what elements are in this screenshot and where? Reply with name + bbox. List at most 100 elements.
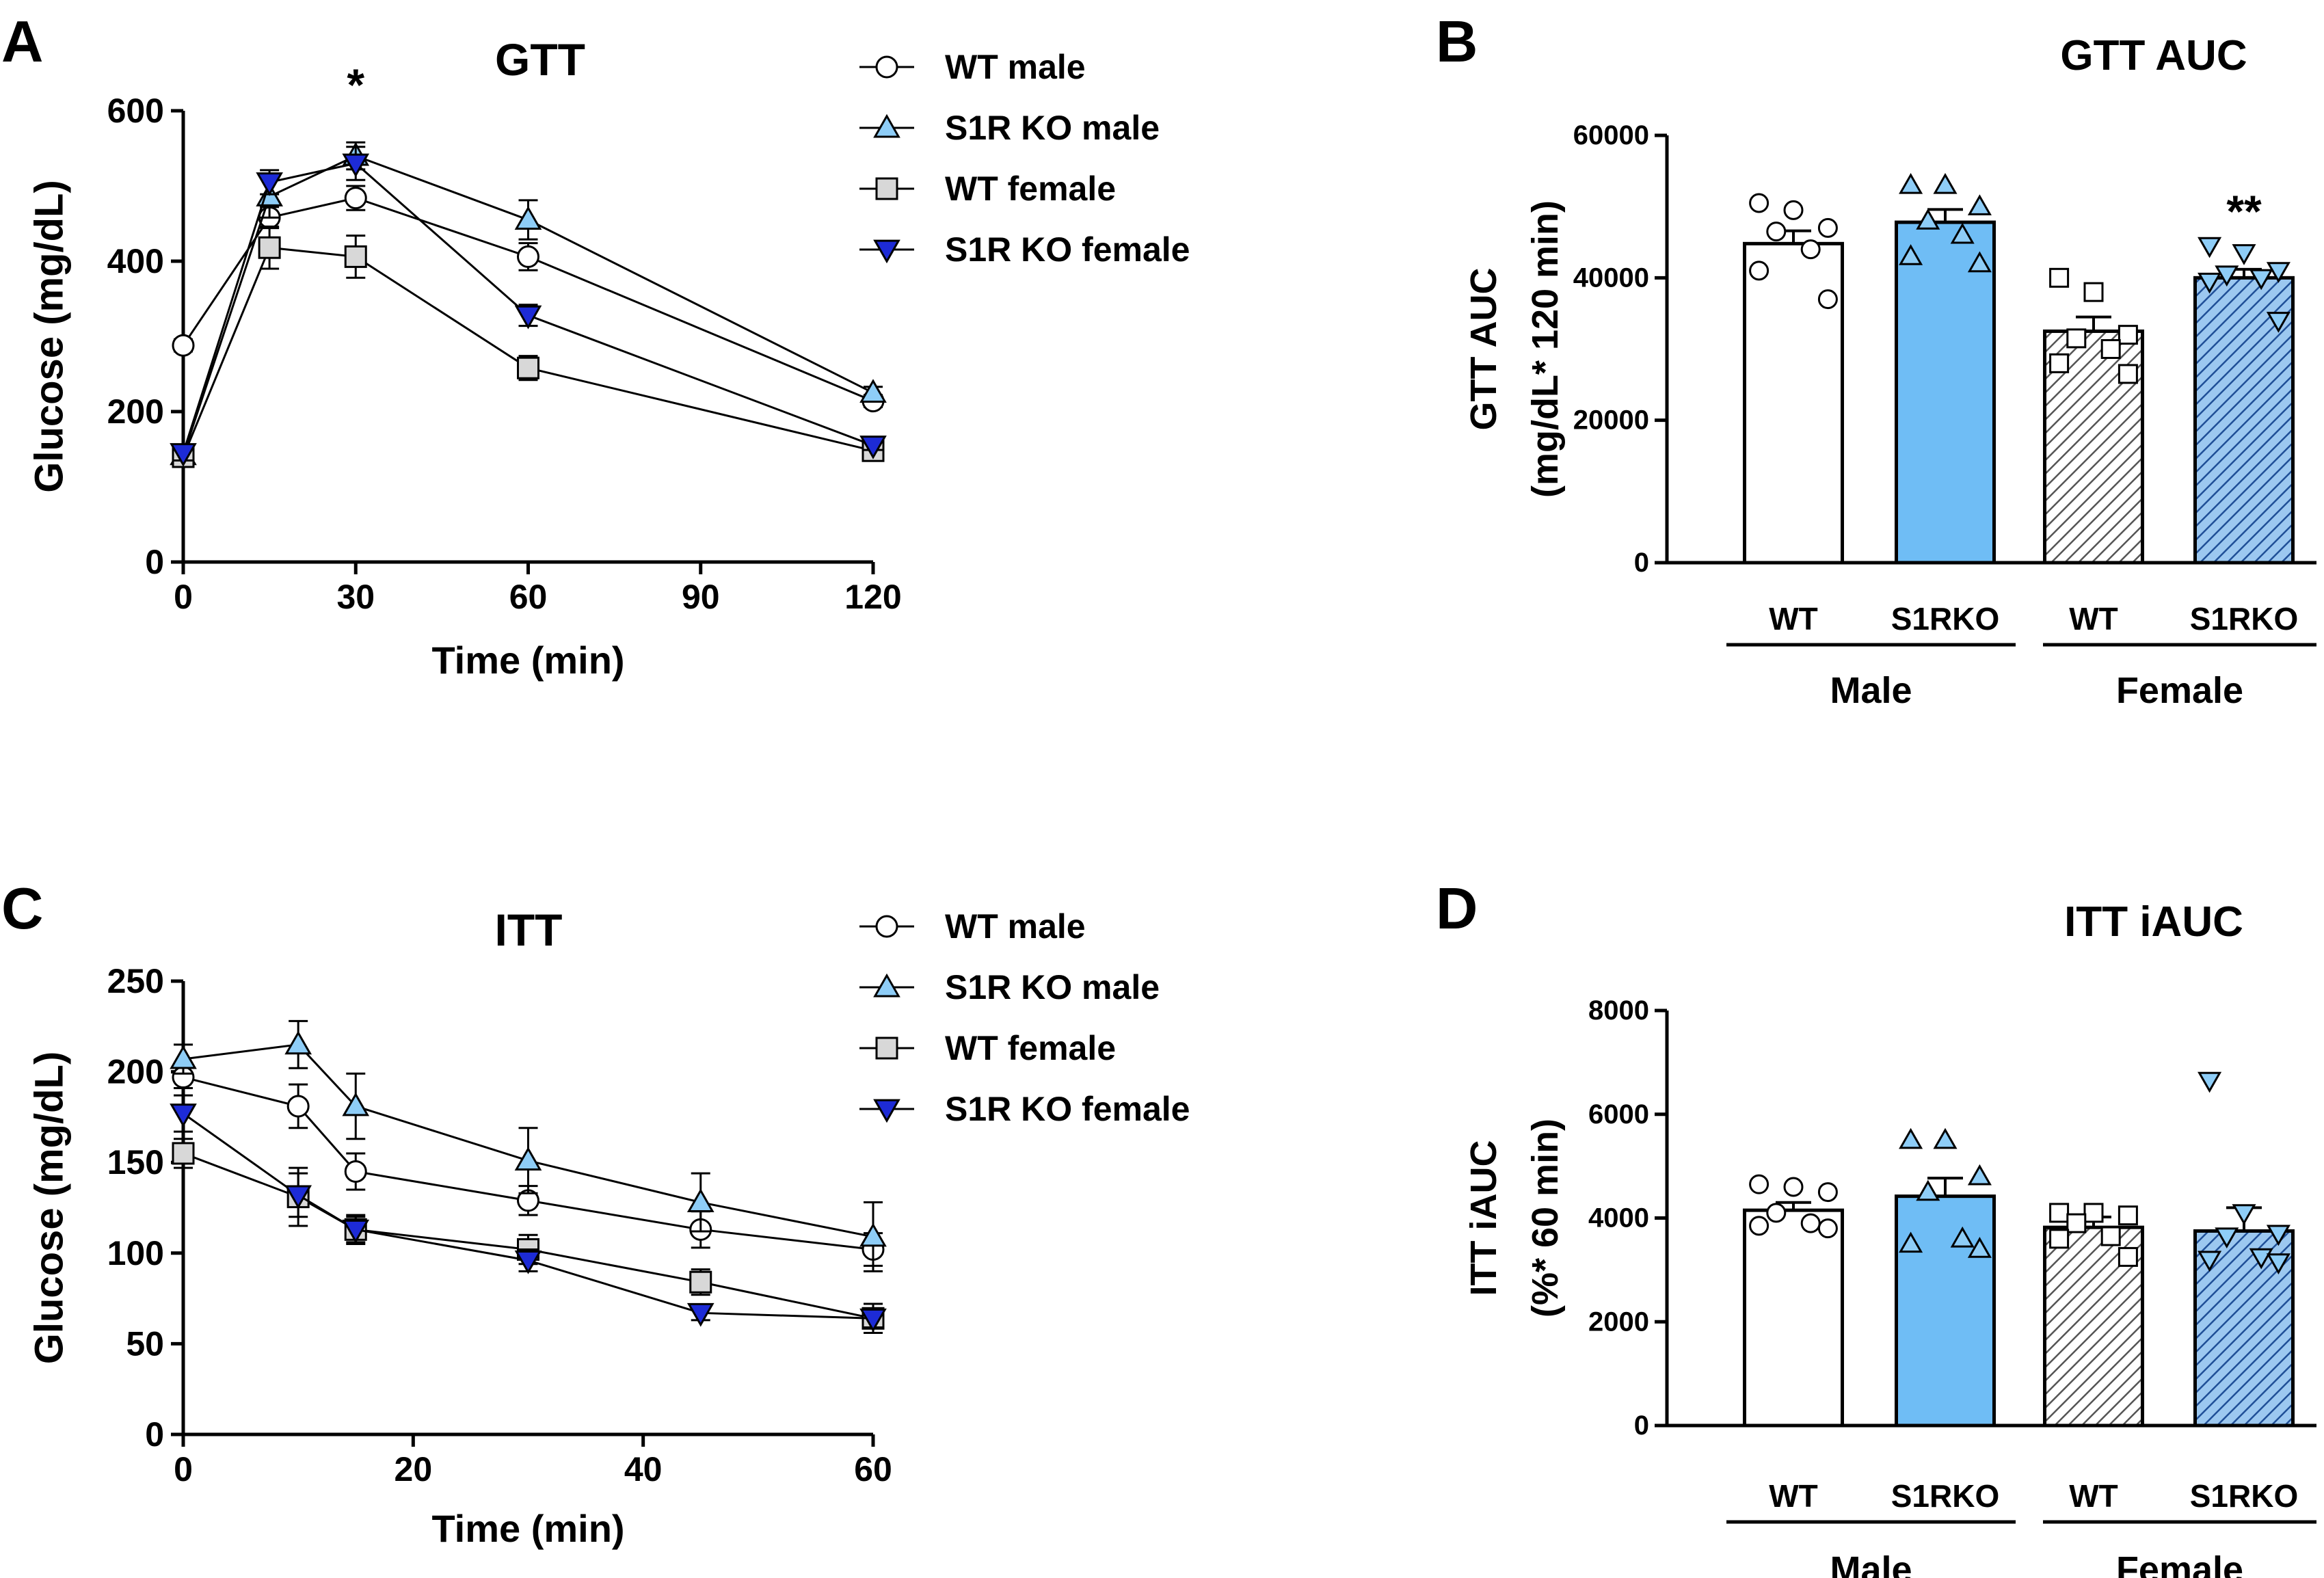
series-s1r-ko-female bbox=[170, 1094, 887, 1333]
significance-marker: ** bbox=[2226, 186, 2262, 237]
legend-label: S1R KO male bbox=[945, 968, 1160, 1006]
data-point bbox=[514, 1250, 542, 1274]
legend-marker bbox=[875, 915, 898, 938]
legend-item: WT male bbox=[859, 907, 1086, 946]
legend-item: WT female bbox=[859, 1029, 1116, 1067]
data-point bbox=[2066, 1213, 2087, 1233]
data-point bbox=[172, 1142, 195, 1165]
legend-label: WT male bbox=[945, 48, 1086, 86]
data-point bbox=[2266, 1253, 2290, 1274]
chart-title: ITT iAUC bbox=[2064, 898, 2243, 946]
legend-label: S1R KO female bbox=[945, 1090, 1190, 1128]
group-label: Male bbox=[1830, 670, 1912, 711]
data-point bbox=[686, 1302, 714, 1327]
data-point bbox=[344, 1160, 367, 1183]
y-axis-label: (mg/dL* 120 min) bbox=[1525, 200, 1566, 498]
data-point bbox=[689, 1270, 712, 1294]
data-point bbox=[1933, 1127, 1958, 1149]
x-tick-label: 120 bbox=[844, 578, 901, 616]
data-point bbox=[258, 236, 281, 259]
legend-item: WT male bbox=[859, 48, 1086, 86]
y-tick-label: 250 bbox=[107, 962, 164, 1000]
data-point bbox=[1950, 222, 1975, 244]
legend-item: S1R KO female bbox=[859, 1090, 1190, 1128]
y-axis-label: (%* 60 min) bbox=[1525, 1119, 1566, 1318]
legend-label: WT male bbox=[945, 907, 1086, 946]
data-point bbox=[344, 187, 367, 210]
data-point bbox=[2266, 262, 2290, 283]
data-point bbox=[1749, 260, 1769, 281]
bar-group bbox=[2043, 1203, 2144, 1428]
data-point bbox=[2215, 265, 2239, 287]
series-line bbox=[183, 1076, 874, 1251]
data-point bbox=[2049, 1203, 2070, 1223]
panel-C: C ITT 0 50 100 150 200 250 0 20 40 60 Time (min) Gluc… bbox=[1, 877, 1190, 1550]
y-axis-label: Glucose (mg/dL) bbox=[27, 180, 72, 493]
data-point bbox=[517, 356, 539, 379]
data-point bbox=[1899, 244, 1923, 265]
data-point bbox=[2249, 1248, 2273, 1270]
legend-item: WT female bbox=[859, 170, 1116, 208]
data-point bbox=[1967, 194, 1992, 215]
data-point bbox=[1783, 200, 1804, 220]
y-tick-label: 0 bbox=[1634, 548, 1649, 578]
data-point bbox=[1967, 251, 1992, 273]
panel-label: C bbox=[1, 877, 43, 941]
x-tick-label: 40 bbox=[624, 1450, 663, 1488]
panel-label: A bbox=[1, 10, 43, 75]
y-tick-label: 100 bbox=[107, 1234, 164, 1272]
legend-item: S1R KO male bbox=[859, 109, 1160, 147]
category-label: S1RKO bbox=[2190, 1478, 2298, 1514]
legend-marker bbox=[873, 239, 900, 264]
data-point bbox=[859, 1308, 887, 1333]
data-point bbox=[1967, 1164, 1992, 1186]
data-point bbox=[1749, 1216, 1769, 1236]
chart-title: GTT bbox=[495, 34, 585, 85]
data-point bbox=[859, 1222, 887, 1247]
data-point bbox=[170, 1045, 197, 1069]
y-tick-label: 50 bbox=[126, 1324, 164, 1363]
data-point bbox=[2215, 1227, 2239, 1249]
data-point bbox=[344, 245, 367, 268]
bar-group bbox=[2193, 1071, 2295, 1428]
series-line bbox=[183, 1152, 874, 1320]
chart-title: ITT bbox=[495, 905, 563, 955]
category-label: S1RKO bbox=[1891, 601, 1999, 637]
data-point bbox=[2118, 325, 2138, 345]
panel-label: B bbox=[1436, 10, 1478, 75]
category-label: WT bbox=[1769, 1478, 1818, 1514]
category-label: WT bbox=[2069, 601, 2118, 637]
y-tick-label: 150 bbox=[107, 1143, 164, 1181]
data-point bbox=[2100, 1226, 2121, 1246]
legend-marker bbox=[875, 177, 898, 200]
data-point bbox=[1766, 1203, 1787, 1223]
x-tick-label: 30 bbox=[336, 578, 375, 616]
data-point bbox=[2198, 272, 2222, 294]
data-point bbox=[2118, 1246, 2138, 1267]
data-point bbox=[859, 436, 887, 459]
data-point bbox=[256, 172, 283, 196]
data-point bbox=[2232, 244, 2256, 265]
data-point bbox=[342, 1219, 370, 1244]
y-tick-label: 400 bbox=[107, 242, 164, 280]
data-point bbox=[1967, 1237, 1992, 1258]
panel-B: B GTT AUC 0 20000 40000 60000 GTT AUC (mg/dL* 1… bbox=[1436, 10, 2316, 711]
series-s1r-ko-female bbox=[170, 146, 887, 467]
data-point bbox=[286, 1095, 310, 1118]
category-label: WT bbox=[2069, 1478, 2118, 1514]
y-axis-label: ITT iAUC bbox=[1463, 1140, 1504, 1296]
panel-A: A GTT 0 200 400 600 0 30 60 90 120 Time (min) Glucos… bbox=[1, 10, 1190, 682]
data-point bbox=[2249, 269, 2273, 291]
data-point bbox=[1749, 193, 1769, 213]
data-point bbox=[686, 1188, 714, 1212]
x-tick-label: 20 bbox=[395, 1450, 433, 1488]
data-point bbox=[1916, 1179, 1940, 1201]
data-point bbox=[1783, 1177, 1804, 1197]
series-line bbox=[183, 1043, 874, 1238]
data-point bbox=[514, 1147, 542, 1171]
x-tick-label: 0 bbox=[174, 578, 193, 616]
data-point bbox=[284, 1030, 312, 1055]
data-point bbox=[1749, 1174, 1769, 1194]
y-tick-label: 600 bbox=[107, 92, 164, 130]
